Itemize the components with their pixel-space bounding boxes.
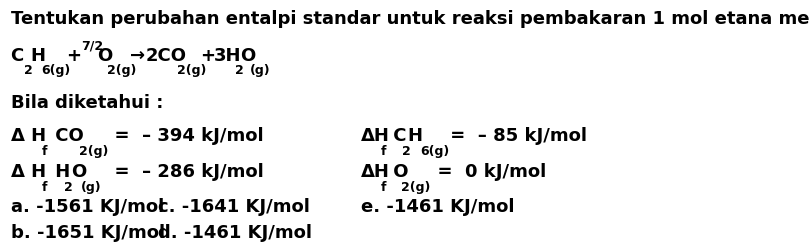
Text: Δ H: Δ H [11, 127, 45, 145]
Text: 2: 2 [234, 64, 243, 77]
Text: (g): (g) [80, 181, 101, 194]
Text: 2: 2 [401, 145, 410, 158]
Text: C: C [387, 127, 406, 145]
Text: +: + [67, 47, 81, 65]
Text: H: H [407, 127, 422, 145]
Text: H: H [49, 163, 70, 181]
Text: f: f [380, 145, 386, 158]
Text: c. -1641 KJ/mol: c. -1641 KJ/mol [158, 198, 310, 216]
Text: 2(g): 2(g) [107, 64, 136, 77]
Text: =  – 394 kJ/mol: = – 394 kJ/mol [102, 127, 264, 145]
Text: =  – 85 kJ/mol: = – 85 kJ/mol [444, 127, 586, 145]
Text: Δ H: Δ H [11, 163, 45, 181]
Text: 2(g): 2(g) [401, 181, 430, 194]
Text: 2(g): 2(g) [79, 145, 108, 158]
Text: f: f [41, 145, 47, 158]
Text: 2(g): 2(g) [177, 64, 206, 77]
Text: C: C [11, 47, 24, 65]
Text: 7/2: 7/2 [81, 40, 103, 53]
Text: 2: 2 [24, 64, 33, 77]
Text: =  0 kJ/mol: = 0 kJ/mol [425, 163, 546, 181]
Text: ΔH: ΔH [361, 127, 390, 145]
Text: CO: CO [49, 127, 84, 145]
Text: 6(g): 6(g) [41, 64, 71, 77]
Text: =  – 286 kJ/mol: = – 286 kJ/mol [102, 163, 264, 181]
Text: Tentukan perubahan entalpi standar untuk reaksi pembakaran 1 mol etana menurut r: Tentukan perubahan entalpi standar untuk… [11, 10, 811, 28]
Text: O: O [240, 47, 255, 65]
Text: f: f [41, 181, 47, 194]
Text: e. -1461 KJ/mol: e. -1461 KJ/mol [361, 198, 514, 216]
Text: 6(g): 6(g) [419, 145, 448, 158]
Text: a. -1561 KJ/mol: a. -1561 KJ/mol [11, 198, 164, 216]
Text: H: H [31, 47, 45, 65]
Text: (g): (g) [250, 64, 270, 77]
Text: d. -1461 KJ/mol: d. -1461 KJ/mol [158, 224, 312, 242]
Text: f: f [380, 181, 386, 194]
Text: Bila diketahui :: Bila diketahui : [11, 94, 163, 112]
Text: +: + [200, 47, 214, 65]
Text: 2: 2 [64, 181, 73, 194]
Text: O: O [387, 163, 408, 181]
Text: →: → [130, 47, 145, 65]
Text: ΔH: ΔH [361, 163, 390, 181]
Text: 2CO: 2CO [145, 47, 186, 65]
Text: 3H: 3H [213, 47, 241, 65]
Text: O: O [97, 47, 113, 65]
Text: O: O [71, 163, 86, 181]
Text: b. -1651 KJ/mol: b. -1651 KJ/mol [11, 224, 165, 242]
